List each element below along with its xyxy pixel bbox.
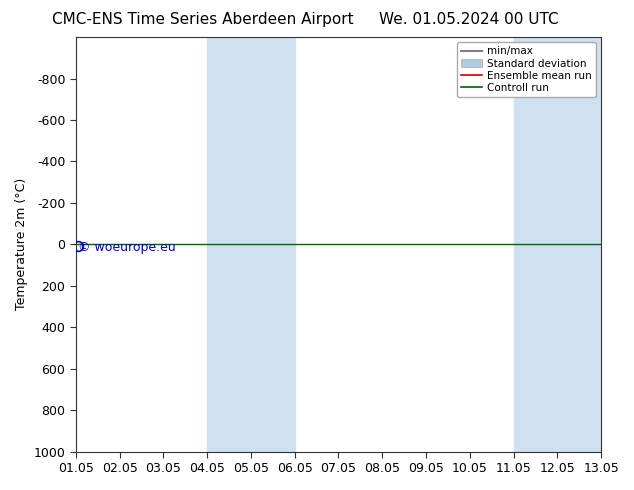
Legend: min/max, Standard deviation, Ensemble mean run, Controll run: min/max, Standard deviation, Ensemble me… <box>456 42 596 97</box>
Bar <box>207 37 295 452</box>
Y-axis label: Temperature 2m (°C): Temperature 2m (°C) <box>15 178 28 311</box>
Text: CMC-ENS Time Series Aberdeen Airport: CMC-ENS Time Series Aberdeen Airport <box>52 12 354 27</box>
Text: © woeurope.eu: © woeurope.eu <box>78 241 176 253</box>
Bar <box>514 37 601 452</box>
Text: We. 01.05.2024 00 UTC: We. 01.05.2024 00 UTC <box>379 12 559 27</box>
